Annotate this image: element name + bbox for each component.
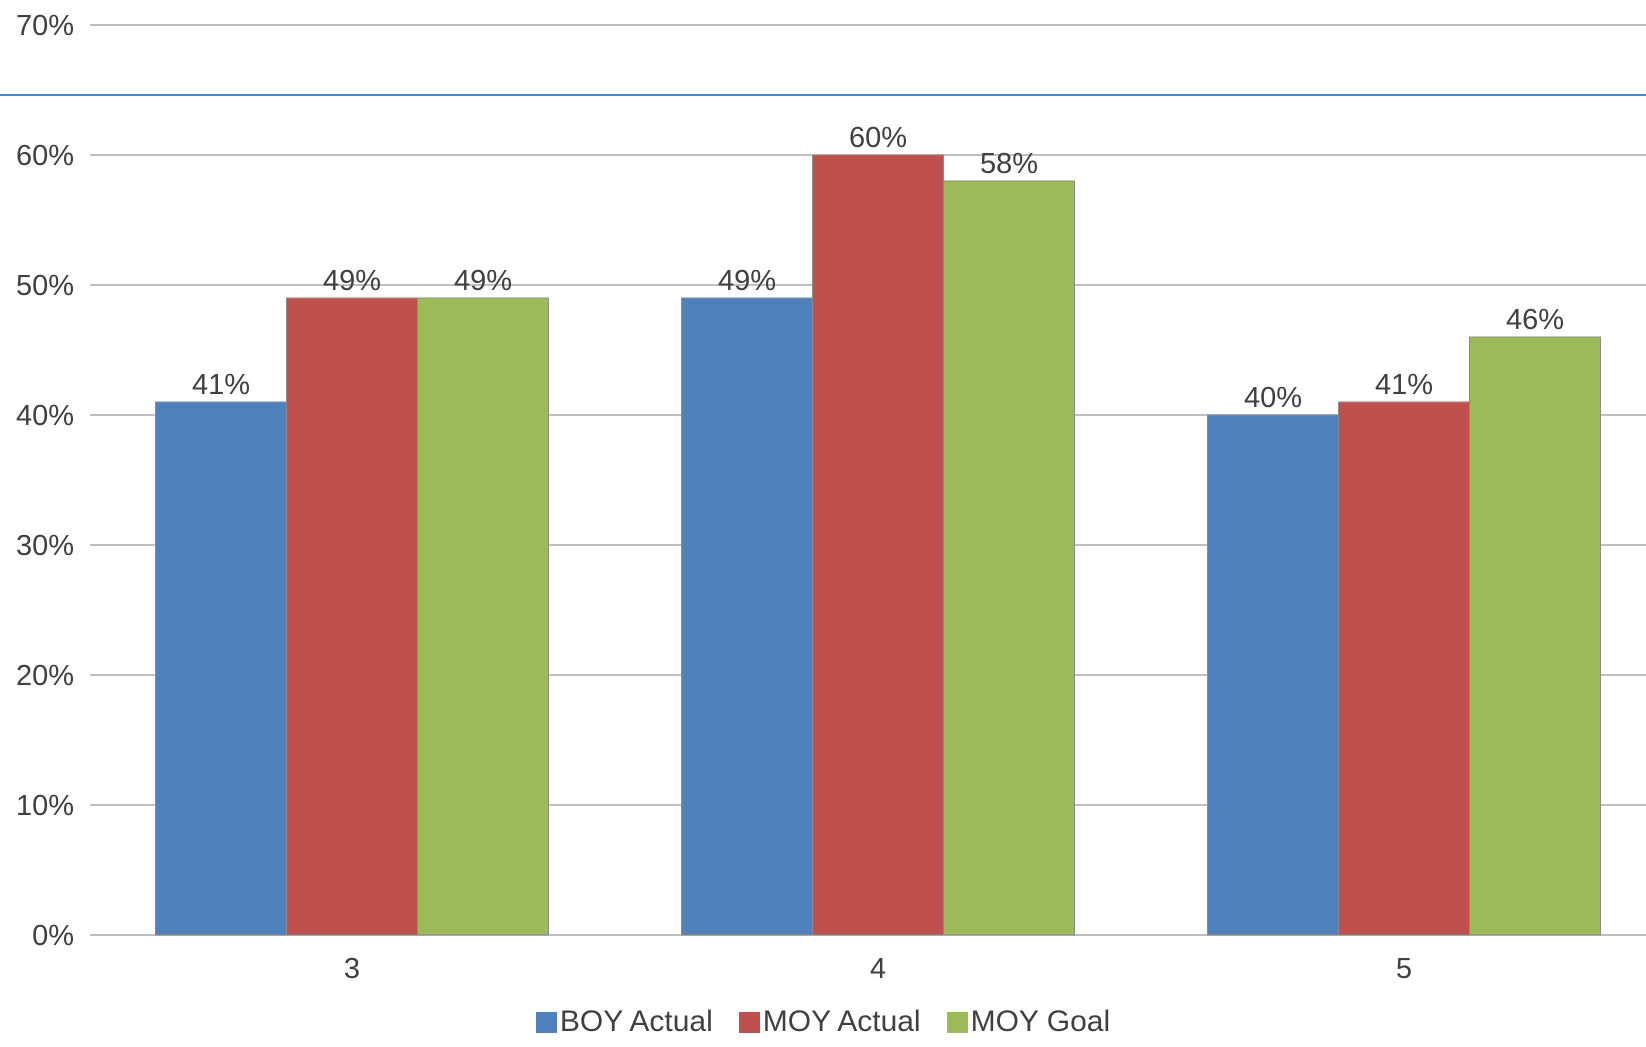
x-tick-label: 4 <box>870 953 886 985</box>
x-tick-label: 5 <box>1396 953 1412 985</box>
y-tick-label: 0% <box>32 920 74 952</box>
data-label: 40% <box>1244 382 1302 414</box>
legend-label: MOY Actual <box>762 1005 921 1038</box>
data-label: 49% <box>323 265 381 297</box>
y-tick-label: 50% <box>16 270 74 302</box>
bar <box>417 297 549 936</box>
y-tick-label: 30% <box>16 530 74 562</box>
bar <box>1338 401 1470 936</box>
y-tick-label: 10% <box>16 790 74 822</box>
data-label: 49% <box>454 265 512 297</box>
bar <box>1207 414 1339 936</box>
bar <box>155 401 287 936</box>
x-tick-label: 3 <box>344 953 360 985</box>
bar <box>1469 336 1601 936</box>
data-label: 41% <box>1375 369 1433 401</box>
bar <box>943 180 1075 936</box>
bar <box>286 297 418 936</box>
data-label: 58% <box>980 148 1038 180</box>
data-label: 46% <box>1506 304 1564 336</box>
data-label: 49% <box>718 265 776 297</box>
legend-label: BOY Actual <box>559 1005 713 1038</box>
bar <box>812 154 944 936</box>
legend-item: MOY Actual <box>738 1005 921 1039</box>
legend-item: MOY Goal <box>946 1005 1111 1039</box>
y-tick-label: 70% <box>16 10 74 42</box>
y-tick-label: 20% <box>16 660 74 692</box>
legend: BOY Actual MOY Actual MOY Goal <box>0 1005 1646 1039</box>
legend-swatch <box>738 1011 760 1033</box>
reference-line <box>0 94 1646 96</box>
legend-label: MOY Goal <box>970 1005 1111 1038</box>
legend-swatch <box>535 1011 557 1033</box>
y-tick-label: 40% <box>16 400 74 432</box>
legend-swatch <box>946 1011 968 1033</box>
y-tick-label: 60% <box>16 140 74 172</box>
legend-item: BOY Actual <box>535 1005 713 1039</box>
chart-plot-area: 0% 10% 20% 30% 40% 50% 60% 70% 41% 49% 49% 3 49% 60% 5… <box>16 10 1646 985</box>
bar <box>681 297 813 936</box>
data-label: 41% <box>192 369 250 401</box>
data-label: 60% <box>849 122 907 154</box>
